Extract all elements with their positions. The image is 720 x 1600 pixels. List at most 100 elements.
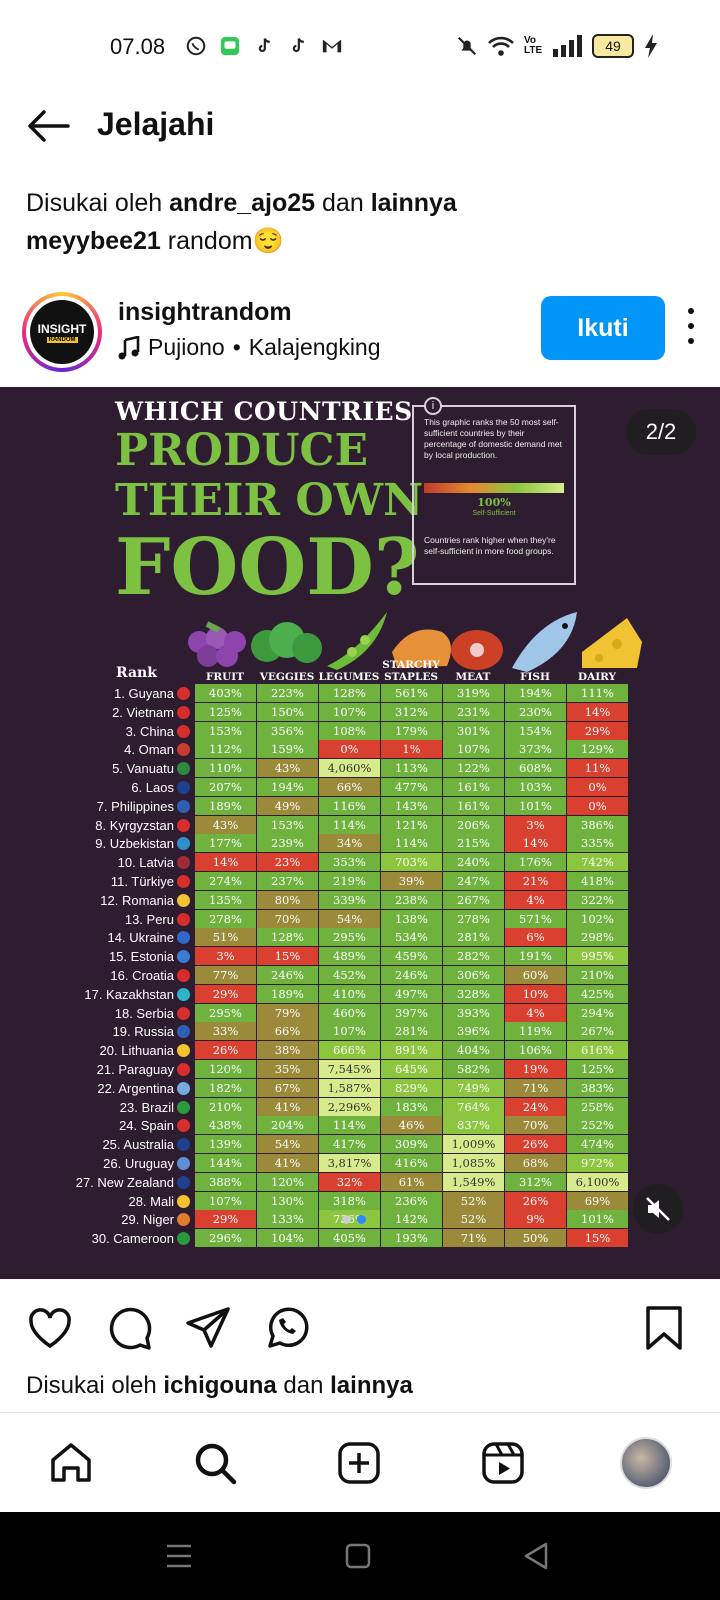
table-cell: 110% [195, 759, 256, 778]
mute-status-icon [457, 36, 477, 56]
whatsapp-share-button[interactable] [262, 1304, 310, 1352]
more-options-icon[interactable] [676, 304, 706, 348]
table-row: 28. Mali 107% 130% 318% 236% 52% 26% 69% [0, 1191, 720, 1211]
liked-by-text[interactable]: Disukai oleh andre_ajo25 dan lainnya mey… [26, 189, 457, 255]
follow-button[interactable]: Ikuti [541, 296, 665, 360]
table-row: 17. Kazakhstan 29% 189% 410% 497% 328% 10% 425% [0, 984, 720, 1004]
nav-home[interactable] [45, 1437, 97, 1489]
col-header-meat: MEAT [455, 671, 491, 683]
col-header-veggies: VEGGIES [259, 671, 315, 683]
col-header-dairy: DAIRY [577, 671, 617, 683]
recent-apps-button[interactable] [163, 1540, 195, 1572]
liked-by-others[interactable]: lainnya [370, 189, 457, 217]
table-cell: 19% [505, 1060, 566, 1078]
search-icon [195, 1443, 237, 1485]
comment-button[interactable] [106, 1304, 154, 1352]
menu-icon [167, 1544, 191, 1568]
home-button[interactable] [342, 1540, 374, 1572]
table-cell: 11% [567, 759, 628, 778]
nav-search[interactable] [189, 1437, 241, 1489]
rank-header: Rank [116, 665, 157, 681]
col-header-fruit: FRUIT [205, 671, 245, 683]
table-cell: 112% [195, 740, 256, 759]
flag-icon [177, 781, 190, 794]
table-cell: 60% [505, 966, 566, 984]
nav-create[interactable] [333, 1437, 385, 1489]
flag-icon [177, 1138, 190, 1152]
table-cell: 15% [257, 947, 318, 966]
table-cell: 14% [195, 853, 256, 872]
table-cell: 416% [381, 1154, 442, 1172]
table-cell: 703% [381, 853, 442, 872]
table-cell: 608% [505, 759, 566, 778]
broccoli-icon [251, 622, 322, 663]
table-cell: 120% [195, 1060, 256, 1078]
post-image[interactable]: WHICH COUNTRIES PRODUCE THEIR OWN FOOD? … [0, 387, 720, 1279]
country-rank-label: 28. Mali [128, 1193, 174, 1209]
table-cell: 972% [567, 1154, 628, 1172]
post-audio[interactable]: Pujiono • Kalajengking [118, 334, 381, 361]
table-cell: 571% [505, 909, 566, 928]
flag-icon [177, 1006, 190, 1020]
table-cell: 125% [195, 702, 256, 721]
table-cell: 154% [505, 721, 566, 740]
table-cell: 742% [567, 853, 628, 872]
liked-by-others-bottom[interactable]: lainnya [330, 1372, 413, 1399]
notification-icons [184, 34, 344, 58]
table-cell: 306% [443, 966, 504, 984]
table-cell: 66% [319, 778, 380, 796]
flag-icon [177, 1025, 190, 1039]
table-cell: 386% [567, 815, 628, 834]
table-cell: 4,060% [319, 759, 380, 778]
liked-by-user[interactable]: andre_ajo25 [169, 189, 316, 217]
flag-icon [177, 1044, 190, 1058]
table-cell: 0% [567, 796, 628, 815]
table-cell: 281% [381, 1022, 442, 1041]
liked-by-user-bottom[interactable]: ichigouna [163, 1372, 277, 1399]
system-back-button[interactable] [520, 1540, 552, 1572]
table-cell: 68% [505, 1154, 566, 1172]
table-cell: 49% [257, 796, 318, 815]
post-username[interactable]: insightrandom [118, 298, 292, 326]
table-cell: 113% [381, 759, 442, 778]
signal-icon [553, 35, 582, 57]
caption-user[interactable]: meyybee21 [26, 227, 161, 255]
back-button[interactable] [24, 108, 72, 144]
table-cell: 231% [443, 702, 504, 721]
table-cell: 294% [567, 1003, 628, 1022]
table-row: 21. Paraguay 120% 35% 7,545% 645% 582% 19% 125% [0, 1060, 720, 1079]
flag-icon [177, 799, 190, 813]
table-cell: 138% [381, 909, 442, 928]
country-rank-label: 24. Spain [119, 1118, 174, 1134]
like-button[interactable] [26, 1304, 74, 1352]
messages-notif-icon [218, 34, 242, 58]
table-cell: 267% [443, 890, 504, 909]
table-cell: 103% [505, 778, 566, 796]
table-cell: 77% [195, 966, 256, 984]
country-rank-label: 12. Romania [100, 892, 174, 908]
table-cell: 383% [567, 1078, 628, 1097]
mute-button[interactable] [633, 1184, 683, 1234]
nav-profile[interactable] [620, 1437, 672, 1489]
table-cell: 191% [505, 947, 566, 966]
table-cell: 52% [443, 1210, 504, 1229]
table-cell: 143% [381, 796, 442, 815]
save-button[interactable] [644, 1304, 692, 1352]
system-navigation-bar [0, 1512, 720, 1600]
table-cell: 41% [257, 1154, 318, 1172]
avatar-logo: INSIGHT RANDOM [30, 300, 94, 364]
cheese-icon [582, 618, 642, 668]
share-button[interactable] [184, 1304, 232, 1352]
liked-by-text-bottom[interactable]: Disukai oleh ichigouna dan lainnya [26, 1372, 413, 1399]
table-cell: 418% [567, 872, 628, 890]
table-cell: 252% [567, 1116, 628, 1135]
country-rank-label: 16. Croatia [110, 968, 174, 983]
table-cell: 204% [257, 1116, 318, 1135]
story-avatar[interactable]: INSIGHT RANDOM [22, 292, 102, 372]
table-cell: 194% [257, 778, 318, 796]
table-cell: 24% [505, 1097, 566, 1116]
table-cell: 3,817% [319, 1154, 380, 1172]
nav-reels[interactable] [477, 1437, 529, 1489]
table-cell: 356% [257, 721, 318, 740]
